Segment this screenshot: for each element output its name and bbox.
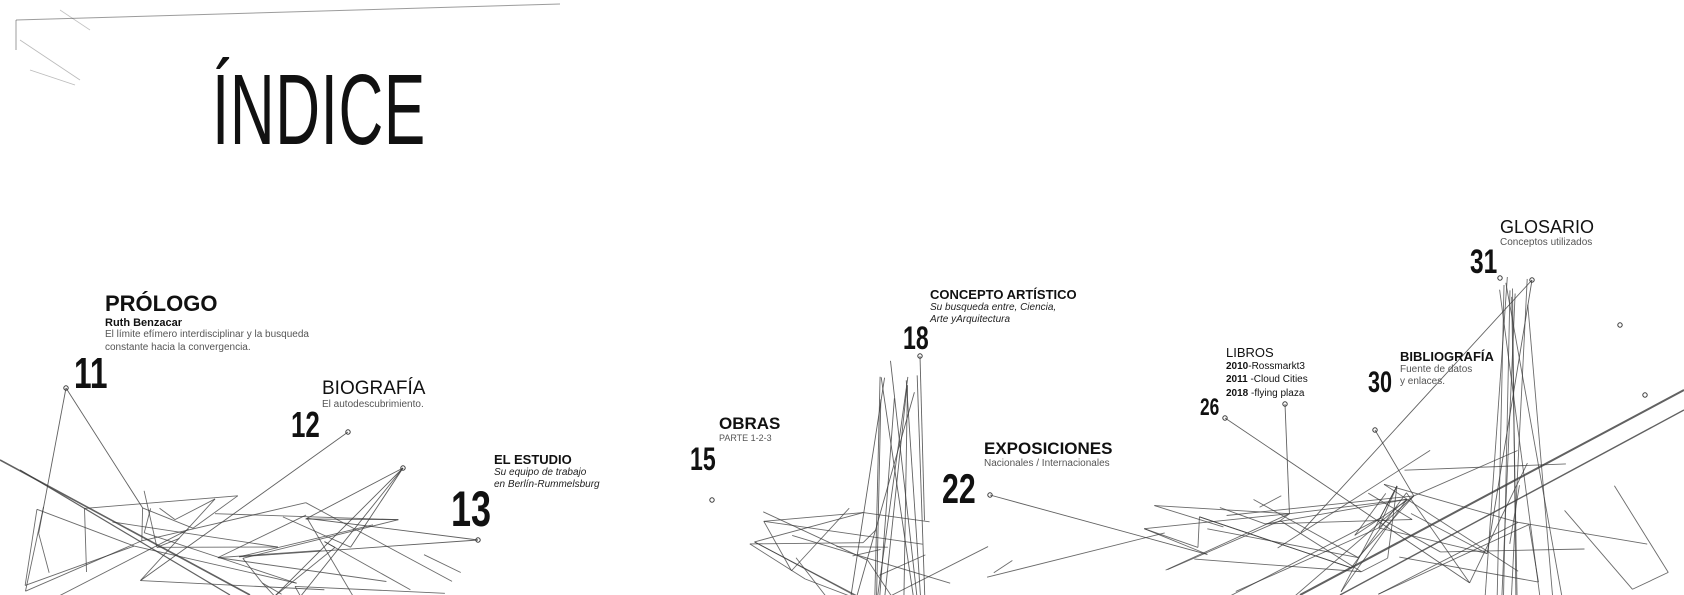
- entry-title: BIBLIOGRAFÍA: [1400, 349, 1494, 364]
- toc-entry-prologo[interactable]: PRÓLOGO Ruth Benzacar El límite efímero …: [105, 292, 309, 354]
- page-number-estudio: 13: [451, 481, 492, 537]
- entry-description-line: constante hacia la convergencia.: [105, 341, 251, 353]
- entry-title: PRÓLOGO: [105, 291, 218, 316]
- page-number-exposiciones: 22: [942, 465, 976, 512]
- book-line: 2011 -Cloud Cities: [1226, 373, 1308, 387]
- entry-description-line: Conceptos utilizados: [1500, 236, 1593, 248]
- entry-description-line: Su busqueda entre, Ciencia,: [930, 301, 1057, 313]
- toc-entry-obras[interactable]: OBRAS PARTE 1-2-3: [719, 415, 780, 444]
- entry-title: OBRAS: [719, 414, 781, 433]
- entry-description-line: en Berlín-Rummelsburg: [494, 479, 600, 491]
- page-number-bibliografia: 30: [1368, 366, 1393, 399]
- toc-entry-libros[interactable]: LIBROS 2010-Rossmarkt3 2011 -Cloud Citie…: [1226, 346, 1308, 400]
- book-year: 2011: [1226, 374, 1248, 386]
- entry-description-line: PARTE 1-2-3: [719, 432, 772, 443]
- book-name: -Cloud Cities: [1247, 374, 1308, 386]
- entry-description-line: y enlaces.: [1400, 376, 1446, 388]
- toc-entry-glosario[interactable]: GLOSARIO Conceptos utilizados: [1500, 218, 1594, 249]
- book-year: 2018: [1226, 387, 1249, 399]
- book-name: -flying plaza: [1248, 387, 1305, 399]
- entry-title: CONCEPTO ARTÍSTICO: [930, 287, 1077, 302]
- toc-entry-bibliografia[interactable]: BIBLIOGRAFÍA Fuente de datos y enlaces.: [1400, 350, 1494, 389]
- entry-title: GLOSARIO: [1500, 217, 1595, 237]
- page-number-concepto: 18: [903, 320, 929, 356]
- entry-description-line: Nacionales / Internacionales: [984, 457, 1110, 469]
- book-year: 2010: [1226, 360, 1249, 372]
- toc-entry-concepto[interactable]: CONCEPTO ARTÍSTICO Su busqueda entre, Ci…: [930, 288, 1077, 327]
- toc-entry-exposiciones[interactable]: EXPOSICIONES Nacionales / Internacionale…: [984, 440, 1112, 470]
- toc-entry-biografia[interactable]: BIOGRAFÍA El autodescubrimiento.: [322, 379, 425, 411]
- book-line: 2010-Rossmarkt3: [1226, 360, 1308, 374]
- entry-author: Ruth Benzacar: [105, 317, 183, 330]
- entry-title: LIBROS: [1226, 345, 1274, 360]
- page-title: ÍNDICE: [212, 54, 426, 166]
- entry-description-line: Arte yArquitectura: [930, 314, 1011, 326]
- page-number-biografia: 12: [291, 404, 320, 445]
- page-number-obras: 15: [690, 441, 716, 477]
- entry-title: BIOGRAFÍA: [322, 378, 426, 399]
- page-number-libros: 26: [1200, 394, 1220, 421]
- toc-entry-estudio[interactable]: EL ESTUDIO Su equipo de trabajo en Berlí…: [494, 453, 600, 492]
- book-name: -Rossmarkt3: [1248, 360, 1305, 372]
- entry-title: EL ESTUDIO: [494, 452, 572, 467]
- entry-description-line: El autodescubrimiento.: [322, 398, 424, 410]
- page-number-prologo: 11: [74, 349, 108, 398]
- entry-description-line: El límite efímero interdisciplinar y la …: [105, 329, 309, 341]
- entry-description-line: Fuente de datos: [1400, 363, 1473, 375]
- page-number-glosario: 31: [1470, 243, 1498, 281]
- entry-title: EXPOSICIONES: [984, 439, 1113, 458]
- book-line: 2018 -flying plaza: [1226, 387, 1308, 401]
- entry-description-line: Su equipo de trabajo: [494, 466, 587, 478]
